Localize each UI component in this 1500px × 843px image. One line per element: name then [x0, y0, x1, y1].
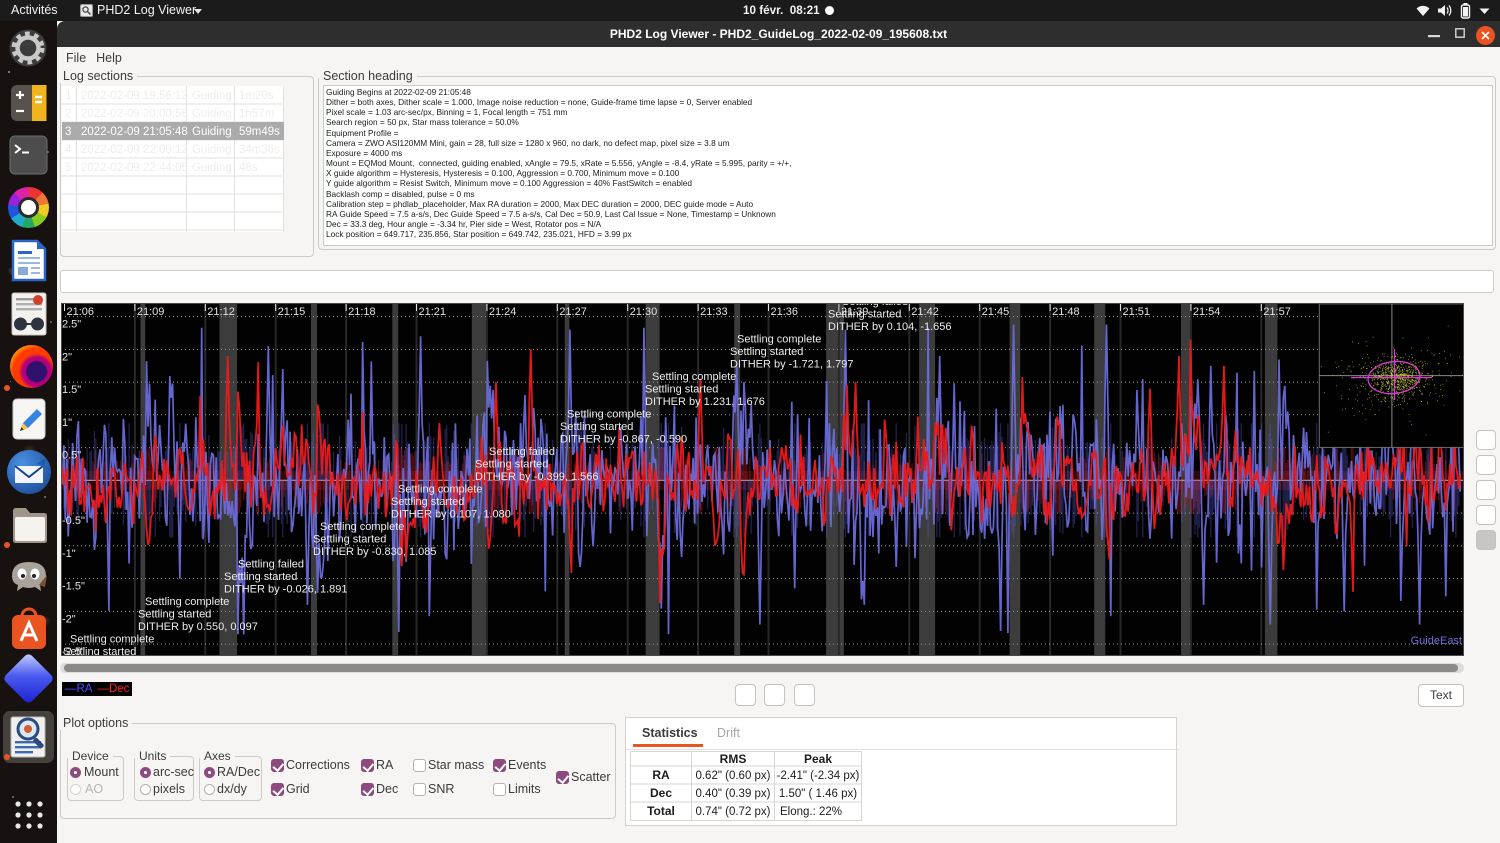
svg-text:0.40" (0.39 px): 0.40" (0.39 px) — [695, 788, 770, 800]
svg-text:Settling complete: Settling complete — [320, 521, 404, 533]
svg-text:1m20s: 1m20s — [239, 90, 274, 102]
svg-text:Settling complete: Settling complete — [567, 409, 651, 421]
svg-text:0.62" (0.60 px): 0.62" (0.60 px) — [695, 770, 770, 782]
svg-text:Settling started: Settling started — [313, 533, 386, 545]
svg-text:21:39: 21:39 — [841, 306, 869, 318]
svg-text:Guiding: Guiding — [192, 90, 232, 102]
svg-text:DITHER by -0.026, 1.891: DITHER by -0.026, 1.891 — [224, 583, 348, 595]
svg-text:21:15: 21:15 — [278, 306, 306, 318]
svg-text:GuideEast: GuideEast — [1411, 635, 1462, 647]
svg-text:59m49s: 59m49s — [239, 126, 280, 138]
svg-text:Settling complete: Settling complete — [652, 371, 736, 383]
svg-text:Dec: Dec — [650, 786, 672, 800]
svg-text:2": 2" — [62, 351, 72, 363]
svg-text:-2.5": -2.5" — [62, 646, 85, 656]
svg-text:2: 2 — [65, 108, 71, 120]
svg-text:-1.5": -1.5" — [62, 581, 85, 593]
svg-text:Settling started: Settling started — [63, 646, 136, 656]
svg-text:2022-02-09 22:44:05: 2022-02-09 22:44:05 — [81, 162, 188, 174]
svg-text:DITHER by 0.107, 1.080: DITHER by 0.107, 1.080 — [391, 508, 511, 520]
svg-text:3: 3 — [65, 126, 71, 138]
svg-text:4: 4 — [65, 144, 72, 156]
svg-text:21:24: 21:24 — [489, 306, 517, 318]
svg-text:RA: RA — [652, 768, 670, 782]
svg-text:DITHER by 0.550, 0.097: DITHER by 0.550, 0.097 — [138, 621, 258, 633]
svg-text:-1": -1" — [62, 548, 76, 560]
svg-text:Settling started: Settling started — [391, 496, 464, 508]
svg-text:2022-02-09 19:56:12: 2022-02-09 19:56:12 — [81, 90, 188, 102]
svg-text:2022-02-09 21:05:48: 2022-02-09 21:05:48 — [81, 126, 188, 138]
svg-text:DITHER by -0.830, 1.085: DITHER by -0.830, 1.085 — [313, 546, 437, 558]
svg-text:1.5": 1.5" — [62, 384, 81, 396]
svg-text:21:48: 21:48 — [1052, 306, 1080, 318]
svg-text:21:21: 21:21 — [419, 306, 447, 318]
svg-text:-2": -2" — [62, 613, 76, 625]
svg-text:Settling complete: Settling complete — [398, 484, 482, 496]
svg-text:Settling started: Settling started — [475, 458, 548, 470]
svg-text:Settling failed: Settling failed — [842, 303, 908, 308]
svg-text:Settling complete: Settling complete — [737, 334, 821, 346]
svg-text:Settling complete: Settling complete — [145, 596, 229, 608]
svg-text:2022-02-09 20:00:56: 2022-02-09 20:00:56 — [81, 108, 188, 120]
svg-text:1": 1" — [62, 417, 72, 429]
svg-text:Guiding: Guiding — [192, 162, 232, 174]
svg-text:21:57: 21:57 — [1263, 306, 1291, 318]
svg-text:21:45: 21:45 — [982, 306, 1010, 318]
svg-text:Total: Total — [647, 804, 675, 818]
svg-text:Settling failed: Settling failed — [489, 446, 555, 458]
svg-text:Elong.: 22%: Elong.: 22% — [780, 806, 842, 818]
svg-text:DITHER by -0.867, -0.590: DITHER by -0.867, -0.590 — [560, 433, 687, 445]
svg-text:DITHER by -0.399, 1.566: DITHER by -0.399, 1.566 — [475, 471, 599, 483]
svg-text:Guiding: Guiding — [192, 144, 232, 156]
svg-text:Settling started: Settling started — [645, 383, 718, 395]
svg-text:1h57m: 1h57m — [239, 108, 274, 120]
svg-text:34m36s: 34m36s — [239, 144, 280, 156]
svg-text:1.50" ( 1.46 px): 1.50" ( 1.46 px) — [779, 788, 857, 800]
svg-text:2.5": 2.5" — [62, 319, 81, 331]
svg-text:Settling started: Settling started — [560, 421, 633, 433]
svg-text:0.5": 0.5" — [62, 450, 81, 462]
svg-text:Settling started: Settling started — [224, 571, 297, 583]
svg-text:21:51: 21:51 — [1123, 306, 1151, 318]
svg-text:DITHER by 1.231, 1.676: DITHER by 1.231, 1.676 — [645, 396, 765, 408]
svg-text:Guiding: Guiding — [192, 126, 232, 138]
svg-text:21:54: 21:54 — [1193, 306, 1221, 318]
svg-text:Peak: Peak — [804, 752, 832, 766]
svg-text:Settling started: Settling started — [828, 308, 901, 320]
svg-text:0.74" (0.72 px): 0.74" (0.72 px) — [695, 806, 770, 818]
svg-text:RMS: RMS — [720, 752, 747, 766]
svg-text:21:09: 21:09 — [137, 306, 165, 318]
svg-text:5: 5 — [65, 162, 71, 174]
svg-text:21:30: 21:30 — [630, 306, 658, 318]
svg-text:Guiding: Guiding — [192, 108, 232, 120]
svg-text:21:36: 21:36 — [771, 306, 799, 318]
svg-text:Settling complete: Settling complete — [70, 633, 154, 645]
svg-text:2022-02-09 22:09:12: 2022-02-09 22:09:12 — [81, 144, 188, 156]
svg-text:21:33: 21:33 — [700, 306, 728, 318]
svg-text:21:27: 21:27 — [559, 306, 587, 318]
svg-text:21:12: 21:12 — [207, 306, 235, 318]
svg-text:21:42: 21:42 — [911, 306, 939, 318]
svg-text:-2.41" (-2.34 px): -2.41" (-2.34 px) — [777, 770, 860, 782]
svg-text:21:18: 21:18 — [348, 306, 376, 318]
svg-text:Settling failed: Settling failed — [238, 559, 304, 571]
svg-text:21:06: 21:06 — [67, 306, 95, 318]
svg-text:1: 1 — [65, 90, 71, 102]
svg-text:48s: 48s — [239, 162, 258, 174]
svg-text:DITHER by 0.104, -1.656: DITHER by 0.104, -1.656 — [828, 321, 952, 333]
svg-text:Settling started: Settling started — [138, 608, 211, 620]
svg-text:Settling started: Settling started — [730, 346, 803, 358]
svg-text:-0.5": -0.5" — [62, 515, 85, 527]
svg-text:DITHER by -1.721, 1.797: DITHER by -1.721, 1.797 — [730, 358, 854, 370]
